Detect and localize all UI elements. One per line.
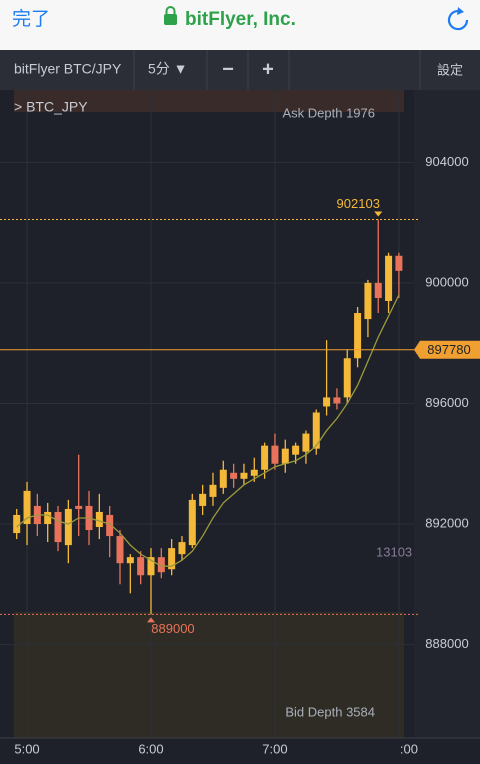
candle-body xyxy=(385,255,393,301)
low-marker xyxy=(146,617,155,623)
price-axis-bg xyxy=(414,90,480,738)
depth-mark-label: 13103 xyxy=(376,544,412,559)
low-price-label: 889000 xyxy=(151,621,194,636)
lock-icon xyxy=(164,6,177,25)
candle-body xyxy=(147,557,155,576)
candle-body xyxy=(364,282,372,320)
y-tick-label: 896000 xyxy=(425,395,468,410)
candle-body xyxy=(199,493,207,506)
candle-body xyxy=(64,508,72,546)
candle-body xyxy=(281,448,289,464)
ask-depth-label: Ask Depth 1976 xyxy=(282,105,375,120)
bid-depth-label: Bid Depth 3584 xyxy=(285,704,375,719)
candle-body xyxy=(178,542,186,555)
candle-body xyxy=(157,557,165,573)
candle-body xyxy=(323,397,331,407)
moving-average xyxy=(16,294,400,567)
candle-body xyxy=(240,472,248,479)
x-tick-label: :00 xyxy=(400,741,418,756)
interval-select[interactable]: 5分 ▼ xyxy=(148,61,188,77)
high-marker xyxy=(374,211,383,217)
candle-body xyxy=(395,255,403,271)
candle-body xyxy=(292,445,300,455)
y-tick-label: 892000 xyxy=(425,515,468,530)
y-tick-label: 904000 xyxy=(425,154,468,169)
candle-body xyxy=(374,282,382,298)
chart-title: > BTC_JPY xyxy=(14,99,88,115)
high-price-label: 902103 xyxy=(337,196,380,211)
candle-body xyxy=(116,536,124,564)
last-price-label: 897780 xyxy=(427,342,470,357)
candle-body xyxy=(106,514,114,537)
candle-body xyxy=(126,557,134,564)
ask-depth-area xyxy=(14,90,404,112)
candle-body xyxy=(302,433,310,452)
candle-body xyxy=(54,511,62,543)
candle-body xyxy=(44,511,52,525)
candle-body xyxy=(219,469,227,488)
done-button[interactable]: 完了 xyxy=(12,8,50,30)
candle-body xyxy=(343,358,351,398)
zoom-out-button[interactable]: − xyxy=(222,58,234,80)
bid-depth-area xyxy=(14,612,404,738)
x-tick-label: 5:00 xyxy=(14,741,39,756)
candle-body xyxy=(137,557,145,576)
reload-button[interactable] xyxy=(447,7,469,31)
symbol-select[interactable]: bitFlyer BTC/JPY xyxy=(14,61,122,77)
candle-body xyxy=(75,505,83,509)
candle-body xyxy=(168,548,176,570)
candle-body xyxy=(188,499,196,546)
candle-body xyxy=(230,472,238,479)
candle-body xyxy=(250,469,258,476)
last-price-box xyxy=(414,340,480,359)
candle-body xyxy=(23,490,31,525)
candle-body xyxy=(354,313,362,359)
x-tick-label: 7:00 xyxy=(262,741,287,756)
zoom-in-button[interactable]: + xyxy=(262,58,274,80)
settings-button[interactable]: 設定 xyxy=(437,62,463,77)
candle-body xyxy=(312,412,320,449)
browser-header xyxy=(0,0,480,50)
candle-body xyxy=(95,511,103,528)
candle-body xyxy=(209,484,217,497)
y-tick-label: 900000 xyxy=(425,274,468,289)
site-title: bitFlyer, Inc. xyxy=(185,9,296,30)
candle-body xyxy=(13,514,21,534)
toolbar-separators xyxy=(133,50,421,90)
candle-body xyxy=(271,445,279,464)
candle-body xyxy=(333,397,341,404)
y-tick-label: 888000 xyxy=(425,636,468,651)
toolbar xyxy=(0,50,480,90)
x-tick-label: 6:00 xyxy=(138,741,163,756)
candle-body xyxy=(261,445,269,470)
